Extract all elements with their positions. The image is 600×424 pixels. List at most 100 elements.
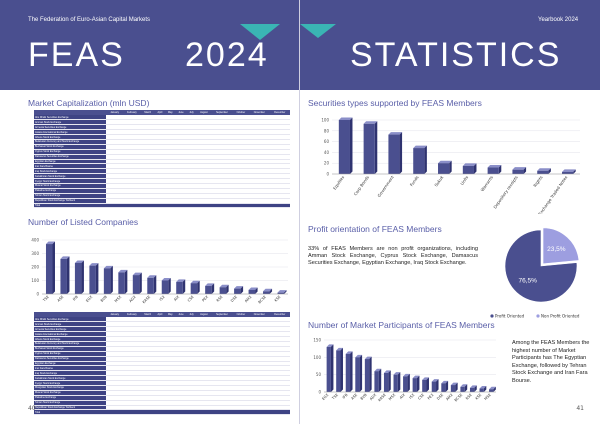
category-label: AMX bbox=[445, 393, 454, 402]
table-row: Iran Fara Bourse bbox=[34, 365, 290, 372]
profit-orientation-pie: 76,5% 23,5% Profit Oriented Non Profit Orie… bbox=[490, 227, 580, 319]
bar-top bbox=[388, 132, 403, 135]
bar bbox=[89, 265, 96, 294]
title-year: 2024 bbox=[185, 36, 269, 74]
bar bbox=[422, 379, 427, 392]
row-label: Belarusian Currency and Stock Exchange bbox=[34, 341, 107, 347]
category-label: Rights bbox=[532, 175, 543, 188]
bar-side bbox=[399, 132, 403, 174]
bar bbox=[374, 371, 379, 392]
legend-label: Non Profit Oriented bbox=[541, 314, 580, 319]
bar-top bbox=[219, 284, 229, 288]
table-row: Tehran Stock Exchange bbox=[34, 193, 290, 199]
row-label: Muscat Stock Exchange bbox=[34, 390, 107, 396]
bar bbox=[363, 123, 375, 174]
section-profit: Profit orientation of FEAS Members bbox=[308, 224, 442, 234]
row-label: Abu Dhabi Securities Exchange bbox=[34, 115, 107, 121]
bar bbox=[489, 389, 494, 392]
listed-companies-chart: 0 100 200 300 400 TSE ASE IFB EGX BVB MSX ADX KASE IS… bbox=[31, 238, 288, 304]
bar-top bbox=[205, 283, 215, 286]
row-label: Bucharest Stock Exchange bbox=[34, 144, 107, 150]
legend-swatch bbox=[490, 314, 494, 318]
bar-top bbox=[234, 286, 244, 289]
bar-top bbox=[422, 377, 429, 380]
table-row: Astana International Exchange bbox=[34, 129, 290, 136]
table-row: Athens Stock Exchange bbox=[34, 134, 290, 140]
bar-side bbox=[182, 279, 186, 294]
category-label: KASE bbox=[142, 294, 152, 304]
tick-label: 100 bbox=[321, 118, 329, 123]
table-row: Amman Stock Exchange bbox=[34, 119, 290, 126]
bar bbox=[479, 388, 484, 392]
bar-top bbox=[277, 290, 287, 293]
bar bbox=[219, 287, 227, 294]
bar bbox=[355, 357, 360, 392]
bar bbox=[277, 292, 285, 294]
tick-label: 0 bbox=[36, 292, 39, 297]
bar-top bbox=[161, 278, 171, 281]
category-label: PEX bbox=[201, 295, 209, 303]
table-row: Iraq Stock Exchange bbox=[34, 370, 290, 377]
bar-side bbox=[52, 241, 55, 294]
table-row: Bucharest Stock Exchange bbox=[34, 144, 290, 150]
bar-side bbox=[493, 386, 496, 392]
column-header: July bbox=[186, 312, 197, 317]
category-label: MSE bbox=[484, 392, 493, 401]
table-row: Tehran Stock Exchange bbox=[34, 400, 290, 406]
bar-side bbox=[464, 384, 468, 392]
bar bbox=[460, 386, 465, 392]
row-label: Iraq Stock Exchange bbox=[34, 370, 107, 377]
pie-slice bbox=[542, 227, 580, 265]
bar-side bbox=[153, 275, 157, 294]
bar bbox=[74, 262, 82, 294]
bar-side bbox=[498, 165, 502, 174]
row-label: Iraq Stock Exchange bbox=[34, 168, 107, 175]
yearbook-label: Yearbook 2024 bbox=[538, 17, 579, 23]
table-row: Palestine Exchange bbox=[34, 188, 290, 194]
bar bbox=[403, 376, 408, 392]
row-label: Tehran Stock Exchange bbox=[34, 400, 107, 406]
bar bbox=[438, 163, 450, 174]
table-row: Iran Fara Bourse bbox=[34, 163, 290, 170]
bar bbox=[45, 244, 53, 294]
bar-top bbox=[336, 347, 343, 351]
bar-side bbox=[226, 284, 229, 294]
bar bbox=[103, 268, 111, 294]
table-row: Damascus Securities Exchange bbox=[34, 154, 290, 160]
bar-top bbox=[176, 279, 186, 282]
bar-top bbox=[374, 368, 382, 372]
bar-top bbox=[263, 288, 273, 292]
category-label: Government bbox=[376, 174, 395, 198]
row-label: Muscat Stock Exchange bbox=[34, 183, 107, 189]
row-label: Athens Stock Exchange bbox=[34, 134, 107, 140]
tick-label: 40 bbox=[324, 150, 330, 155]
bar bbox=[205, 285, 212, 294]
bar bbox=[118, 272, 125, 294]
bar-top bbox=[462, 163, 477, 166]
title-statistics: STATISTICS bbox=[350, 36, 562, 74]
page-number-right: 41 bbox=[576, 405, 584, 412]
column-header: September bbox=[211, 312, 233, 317]
tick-label: 0 bbox=[326, 172, 329, 177]
row-label: Cyprus Stock Exchange bbox=[34, 351, 107, 357]
category-label: PEX bbox=[427, 393, 435, 401]
bar-top bbox=[132, 272, 142, 276]
pie-slice bbox=[504, 229, 578, 303]
row-label: Armenia Securities Exchange bbox=[34, 124, 107, 131]
bar-side bbox=[359, 354, 363, 392]
table-row: Abu Dhabi Securities Exchange bbox=[34, 115, 290, 121]
table-row: Kyrgyz Stock Exchange bbox=[34, 380, 290, 386]
table-row: Republican Stock Exchange Toshkent bbox=[34, 198, 290, 204]
category-label: ASE bbox=[350, 392, 358, 400]
market-participants-chart: 0 50 100 150 EGX TSE IFB ASE BVB ADX KASE MSX AIX ISX… bbox=[313, 338, 496, 402]
bar bbox=[562, 171, 574, 174]
bar-side bbox=[374, 121, 378, 174]
bar bbox=[190, 283, 198, 294]
column-header: May bbox=[165, 110, 176, 115]
category-label: ISX bbox=[409, 393, 416, 400]
slice-value-label: 23,5% bbox=[547, 246, 566, 253]
accent-triangle bbox=[240, 24, 280, 40]
bar bbox=[364, 359, 370, 392]
row-label: Republican Stock Exchange Toshkent bbox=[34, 198, 107, 204]
column-header: October bbox=[232, 110, 250, 115]
